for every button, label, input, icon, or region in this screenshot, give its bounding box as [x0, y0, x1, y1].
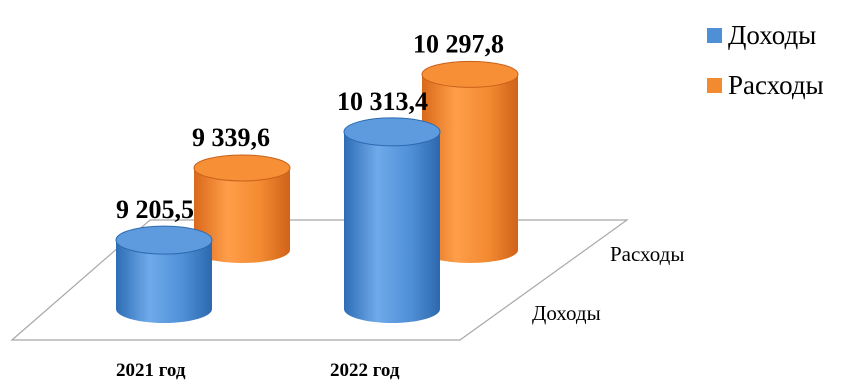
- depth-label-1: Доходы: [532, 301, 601, 325]
- legend-item-income: Доходы: [707, 18, 824, 52]
- chart-floor: [10, 219, 629, 341]
- legend-swatch-expense: [707, 77, 722, 93]
- value-label-income-2: 10 313,4: [337, 87, 428, 116]
- legend-swatch-income: [707, 27, 722, 43]
- bar-income-2: [343, 117, 441, 323]
- value-label-expense-1: 9 339,6: [192, 123, 270, 152]
- bars-layer: [115, 60, 519, 323]
- legend-item-expense: Расходы: [707, 68, 824, 102]
- legend-label-income: Доходы: [728, 19, 817, 50]
- value-label-expense-2: 10 297,8: [413, 29, 504, 58]
- category-label-1: 2021 год: [116, 360, 186, 381]
- legend-label-expense: Расходы: [728, 69, 824, 100]
- legend: Доходы Расходы: [707, 18, 824, 118]
- value-label-income-1: 9 205,5: [116, 195, 194, 224]
- labels-layer: 9 339,6 10 297,8 9 205,5 10 313,4 2021 год 20…: [116, 29, 684, 381]
- category-label-2: 2022 год: [330, 360, 400, 381]
- bar-expense-1: [193, 154, 291, 263]
- depth-label-2: Расходы: [610, 242, 684, 266]
- bar-expense-2: [421, 60, 519, 263]
- bar-income-1: [115, 225, 213, 323]
